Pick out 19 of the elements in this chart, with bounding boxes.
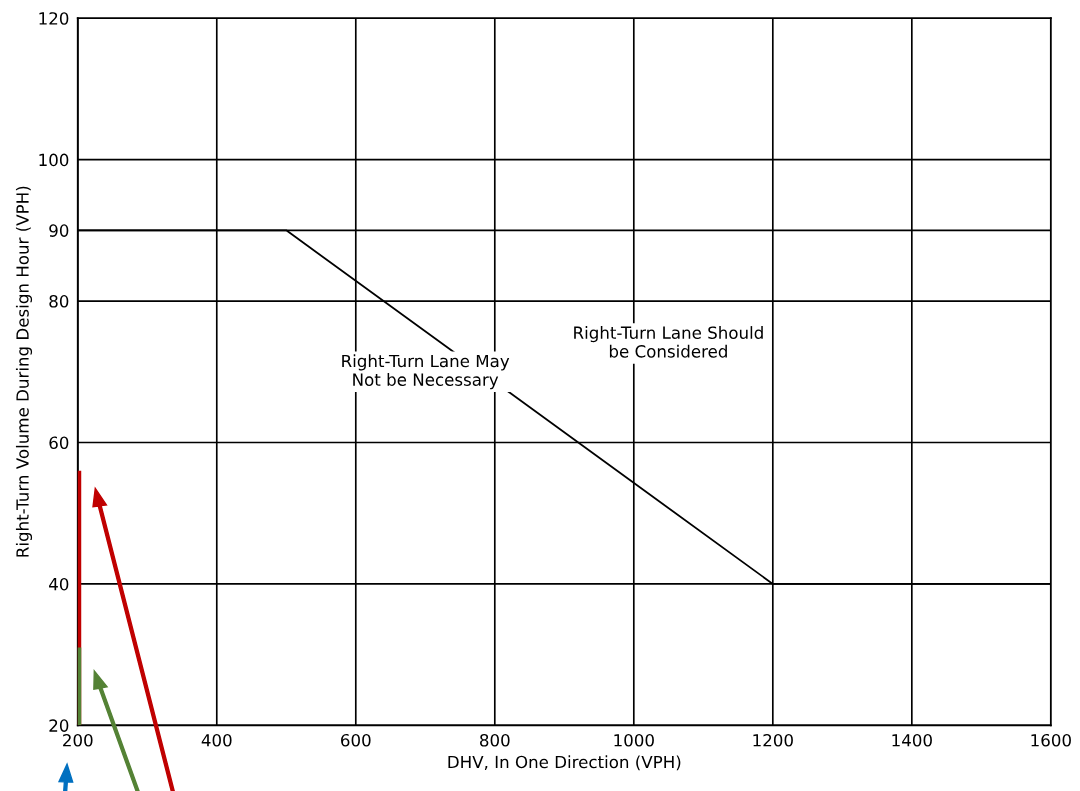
- x-tick-label: 1000: [614, 733, 654, 747]
- y-tick-label: 90: [49, 224, 69, 237]
- y-tick-label: 60: [49, 436, 69, 450]
- x-tick-label: 1400: [892, 733, 932, 747]
- x-tick-label: 800: [480, 733, 510, 747]
- x-tick-label: 1600: [1031, 733, 1071, 747]
- annotation: Right-Turn Lane Should be Considered: [574, 326, 763, 358]
- y-tick-label: 20: [49, 719, 69, 732]
- y-tick-label: 40: [49, 577, 69, 591]
- y-tick-label: 80: [49, 295, 69, 308]
- y-axis-title: Right-Turn Volume During Design Hour (VPH): [15, 186, 33, 557]
- x-tick-label: 600: [341, 733, 371, 747]
- x-axis-title: DHV, In One Direction (VPH): [448, 755, 681, 771]
- y-tick-label: 100: [39, 153, 69, 167]
- x-tick-label: 200: [63, 733, 93, 747]
- y-tick-label: 120: [39, 12, 69, 25]
- x-tick-label: 400: [201, 733, 232, 747]
- x-tick-label: 1200: [753, 733, 793, 747]
- annotation: Right-Turn Lane May Not be Necessary: [342, 354, 510, 390]
